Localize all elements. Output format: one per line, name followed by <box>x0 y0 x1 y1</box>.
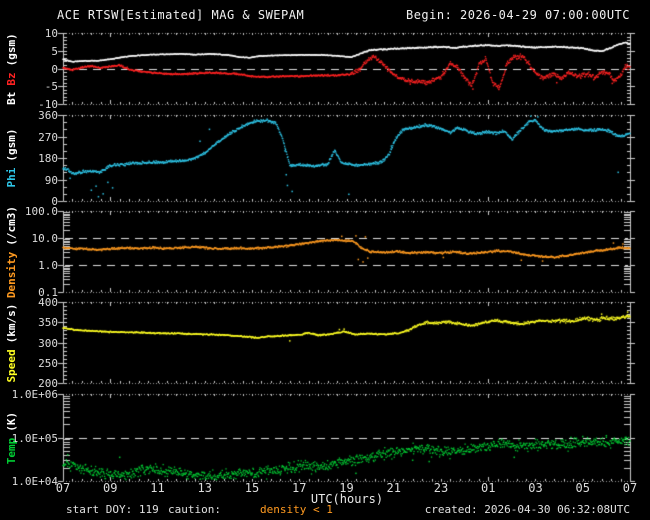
y-tick-label: 1.0E+04 <box>11 475 58 488</box>
y-tick-label: 400 <box>38 296 58 309</box>
x-tick-label: 03 <box>528 481 543 495</box>
y-tick-label: 1.0 <box>38 259 58 272</box>
y-tick-label: 200 <box>38 377 58 390</box>
footer-created-timestamp: created: 2026-04-30 06:32:08UTC <box>424 503 630 516</box>
x-tick-label: 07 <box>55 481 71 495</box>
x-tick-label: 21 <box>386 481 401 495</box>
begin-timestamp: Begin: 2026-04-29 07:00:00UTC <box>405 8 630 22</box>
y-axis-title-part: (gsm) <box>5 128 18 162</box>
x-tick-label: 23 <box>433 481 449 495</box>
x-tick-label: 11 <box>150 481 165 495</box>
x-tick-label: 19 <box>339 481 354 495</box>
y-tick-label: 300 <box>38 336 58 350</box>
y-axis-title-part: Temp <box>5 437 18 464</box>
x-axis-label: UTC(hours) <box>310 492 384 506</box>
y-tick-label: 5 <box>51 44 58 58</box>
x-tick-label: 07 <box>622 481 638 495</box>
y-tick-label: 0.1 <box>38 286 58 299</box>
y-tick-label: 180 <box>38 152 58 165</box>
x-tick-label: 05 <box>575 481 590 495</box>
y-tick-label: 0 <box>51 62 58 76</box>
footer-caution-label: caution: <box>168 503 221 516</box>
y-tick-label: 10.0 <box>31 232 59 245</box>
y-tick-label: 350 <box>38 316 58 330</box>
x-tick-label: 13 <box>197 481 212 495</box>
y-axis-title-part: (K) <box>5 411 18 432</box>
y-tick-label: -5 <box>44 80 58 94</box>
y-tick-label: 100.0 <box>24 205 58 218</box>
x-tick-label: 09 <box>103 481 118 495</box>
y-axis-title-part: (/cm3) <box>5 205 18 246</box>
y-tick-label: 1.0E+06 <box>11 388 58 401</box>
x-tick-label: 17 <box>292 481 307 495</box>
y-tick-label: 1.0E+05 <box>11 431 58 445</box>
footer-start-doy: start DOY: 119 <box>66 503 159 516</box>
y-axis-title-part: (km/s) <box>5 303 18 343</box>
y-axis-title: Temp (K) <box>5 358 19 518</box>
footer-caution-value: density < 1 <box>260 503 333 516</box>
y-tick-label: -10 <box>38 98 58 111</box>
y-tick-label: 10 <box>44 27 58 40</box>
y-tick-label: 250 <box>38 356 58 370</box>
x-tick-label: 01 <box>481 481 496 495</box>
y-tick-label: 270 <box>38 130 58 144</box>
plot-title: ACE RTSW[Estimated] MAG & SWEPAM <box>57 8 305 22</box>
y-tick-label: 90 <box>44 173 58 187</box>
y-tick-label: 360 <box>38 109 58 122</box>
y-tick-label: 0 <box>51 195 58 208</box>
x-tick-label: 15 <box>244 481 260 495</box>
y-axis-title-part: (gsm) <box>5 32 18 66</box>
